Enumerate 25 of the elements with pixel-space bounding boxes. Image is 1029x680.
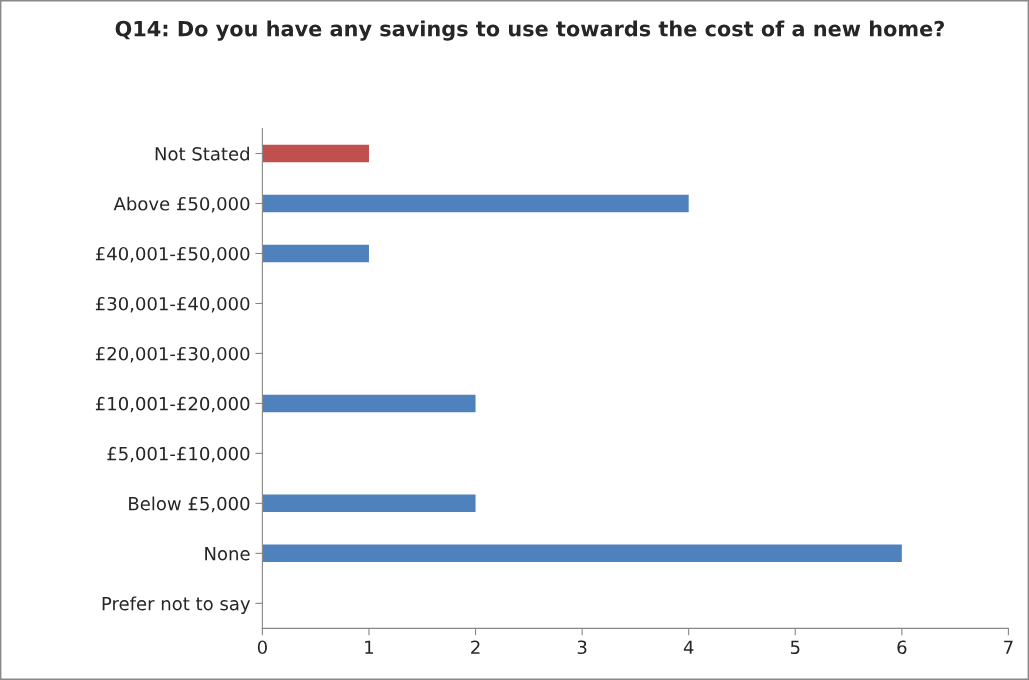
y-tick-label: £5,001-£10,000 — [107, 446, 250, 463]
y-tick-label: £40,001-£50,000 — [95, 246, 250, 263]
y-tick-label: Below £5,000 — [129, 496, 250, 513]
y-tick-label: £20,001-£30,000 — [95, 346, 250, 363]
x-tick-label: 5 — [790, 640, 800, 655]
y-tick-label: None — [205, 547, 250, 561]
x-tick-label: 3 — [577, 640, 587, 655]
x-tick-label: 7 — [1004, 640, 1013, 654]
bar — [262, 544, 902, 563]
bar — [262, 144, 369, 163]
y-tick-label: Prefer not to say — [102, 596, 251, 614]
x-tick-label: 1 — [365, 640, 374, 654]
y-tick-label: £10,001-£20,000 — [95, 396, 250, 413]
y-tick-label: £30,001-£40,000 — [95, 296, 250, 313]
x-tick-label: 6 — [897, 640, 907, 655]
bar — [262, 494, 476, 513]
bar — [262, 194, 689, 213]
x-tick-label: 0 — [257, 640, 267, 655]
y-tick-label: Not Stated — [155, 146, 249, 161]
bar — [262, 394, 476, 413]
bar — [262, 244, 369, 263]
x-tick-label: 4 — [683, 640, 694, 654]
y-tick-label: Above £50,000 — [113, 196, 250, 213]
x-tick-label: 2 — [471, 640, 480, 654]
chart-title: Q14: Do you have any savings to use towards the cost of a new home? — [115, 20, 944, 41]
